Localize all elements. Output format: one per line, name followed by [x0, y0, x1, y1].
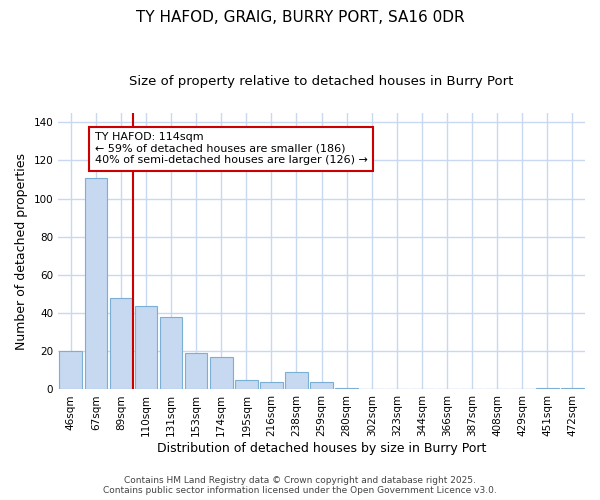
Bar	[536, 388, 559, 390]
Bar	[85, 178, 107, 390]
Bar	[134, 306, 157, 390]
Text: Contains HM Land Registry data © Crown copyright and database right 2025.
Contai: Contains HM Land Registry data © Crown c…	[103, 476, 497, 495]
Bar	[260, 382, 283, 390]
Bar	[59, 352, 82, 390]
Bar	[185, 353, 208, 390]
Bar	[285, 372, 308, 390]
Bar	[160, 317, 182, 390]
Bar	[335, 388, 358, 390]
Title: Size of property relative to detached houses in Burry Port: Size of property relative to detached ho…	[130, 75, 514, 88]
X-axis label: Distribution of detached houses by size in Burry Port: Distribution of detached houses by size …	[157, 442, 486, 455]
Bar	[110, 298, 132, 390]
Text: TY HAFOD: 114sqm
← 59% of detached houses are smaller (186)
40% of semi-detached: TY HAFOD: 114sqm ← 59% of detached house…	[95, 132, 368, 166]
Bar	[210, 357, 233, 390]
Bar	[310, 382, 333, 390]
Text: TY HAFOD, GRAIG, BURRY PORT, SA16 0DR: TY HAFOD, GRAIG, BURRY PORT, SA16 0DR	[136, 10, 464, 25]
Y-axis label: Number of detached properties: Number of detached properties	[15, 152, 28, 350]
Bar	[561, 388, 584, 390]
Bar	[235, 380, 257, 390]
